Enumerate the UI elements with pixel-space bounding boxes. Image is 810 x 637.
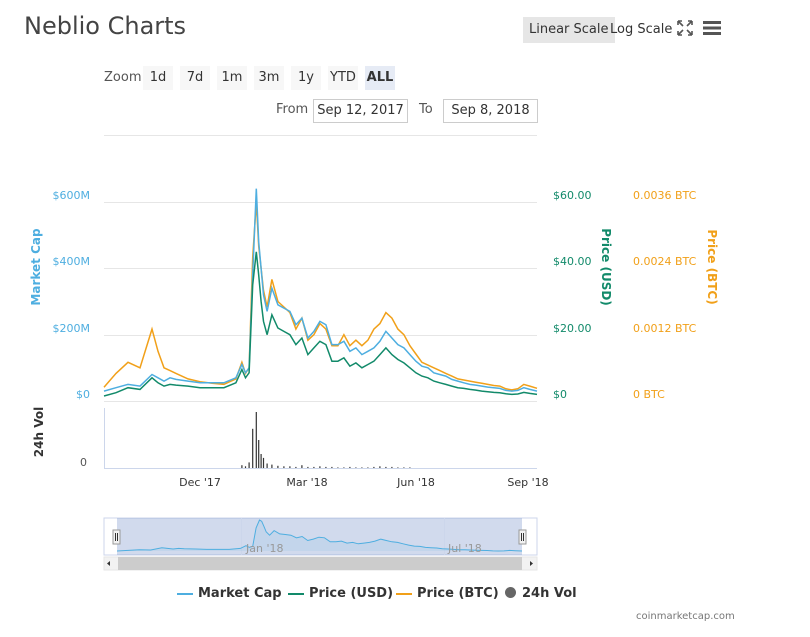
volume-bar xyxy=(385,466,387,468)
vol-tick-0: 0 xyxy=(80,456,87,469)
volume-bar xyxy=(379,466,381,468)
navigator-left-handle[interactable] xyxy=(112,529,121,545)
volume-bar xyxy=(248,462,250,468)
usd-tick-2: $40.00 xyxy=(553,255,592,268)
legend-market-cap-label: Market Cap xyxy=(198,586,282,601)
legend-volume-label: 24h Vol xyxy=(522,586,577,601)
volume-layer xyxy=(241,412,411,468)
zoom-3m-button[interactable]: 3m xyxy=(254,66,284,90)
legend-market-cap-swatch xyxy=(177,592,193,595)
scroll-right-icon xyxy=(530,561,533,566)
volume-bar xyxy=(325,466,327,468)
volume-bar xyxy=(373,466,375,468)
volume-bar xyxy=(361,467,363,468)
mc-tick-3: $600M xyxy=(52,189,91,202)
series-layer xyxy=(103,188,538,397)
volume-bar xyxy=(255,412,257,468)
legend-price-usd-swatch xyxy=(288,592,304,595)
volume-bar xyxy=(266,463,268,468)
scrollbar[interactable] xyxy=(103,556,538,571)
btc-tick-0: 0 BTC xyxy=(633,388,665,401)
x-tick-mar: Mar '18 xyxy=(286,476,328,489)
volume-bar xyxy=(319,466,321,468)
volume-bar xyxy=(260,454,262,468)
legend-price-usd-label: Price (USD) xyxy=(309,586,394,601)
nav-tick-jan: Jan '18 xyxy=(246,542,284,555)
zoom-all-button[interactable]: ALL xyxy=(365,66,395,90)
zoom-7d-button[interactable]: 7d xyxy=(180,66,210,90)
volume-bar xyxy=(295,466,297,468)
market-cap-line[interactable] xyxy=(103,188,538,392)
volume-bar xyxy=(403,467,405,468)
zoom-ytd-button[interactable]: YTD xyxy=(328,66,358,90)
mc-tick-1: $200M xyxy=(52,322,91,335)
usd-tick-1: $20.00 xyxy=(553,322,592,335)
scroll-left-icon xyxy=(107,561,110,566)
legend-price-btc[interactable]: Price (BTC) xyxy=(396,586,499,601)
volume-bar xyxy=(409,467,411,468)
x-tick-dec: Dec '17 xyxy=(179,476,221,489)
volume-bar xyxy=(331,466,333,468)
volume-bar xyxy=(289,466,291,468)
volume-bar xyxy=(244,466,247,468)
volume-bar xyxy=(337,467,339,468)
x-tick-sep: Sep '18 xyxy=(507,476,549,489)
volume-bar xyxy=(252,428,254,468)
legend-market-cap[interactable]: Market Cap xyxy=(177,586,282,601)
price-usd-line[interactable] xyxy=(103,251,538,397)
navigator-right-handle[interactable] xyxy=(518,529,527,545)
btc-tick-1: 0.0012 BTC xyxy=(633,322,697,335)
volume-bar xyxy=(355,467,357,468)
volume-bar xyxy=(313,466,315,468)
legend-volume-swatch xyxy=(505,587,516,598)
navigator-series xyxy=(116,519,523,552)
legend-price-btc-swatch xyxy=(396,592,412,595)
volume-bar xyxy=(301,465,303,468)
nav-tick-jul: Jul '18 xyxy=(448,542,482,555)
volume-bar xyxy=(391,466,393,468)
mc-tick-2: $400M xyxy=(52,255,91,268)
btc-tick-2: 0.0024 BTC xyxy=(633,255,697,268)
volume-bar xyxy=(283,466,285,468)
x-tick-jun: Jun '18 xyxy=(397,476,435,489)
log-scale-button[interactable]: Log Scale xyxy=(610,22,673,37)
volume-bar xyxy=(271,464,273,468)
volume-bar xyxy=(349,466,351,468)
volume-bar xyxy=(397,467,399,468)
volume-bar xyxy=(307,466,309,468)
fullscreen-icon[interactable] xyxy=(677,20,693,36)
zoom-1m-button[interactable]: 1m xyxy=(217,66,247,90)
credit-link[interactable]: coinmarketcap.com xyxy=(636,611,735,622)
legend-price-btc-label: Price (BTC) xyxy=(417,586,499,601)
volume-bar xyxy=(262,457,265,468)
zoom-1d-button[interactable]: 1d xyxy=(143,66,173,90)
menu-icon[interactable] xyxy=(703,21,721,35)
chart-title: Neblio Charts xyxy=(24,12,187,40)
btc-tick-3: 0.0036 BTC xyxy=(633,189,697,202)
to-label: To xyxy=(419,102,433,117)
from-date-input[interactable]: Sep 12, 2017 xyxy=(313,99,408,123)
scrollbar-thumb[interactable] xyxy=(118,557,522,570)
volume-bar xyxy=(367,467,369,468)
zoom-1y-button[interactable]: 1y xyxy=(291,66,321,90)
volume-bar xyxy=(277,465,279,468)
volume-bar xyxy=(241,465,243,468)
gridlines xyxy=(104,135,537,469)
navigator[interactable] xyxy=(103,517,538,556)
legend-volume[interactable]: 24h Vol xyxy=(505,586,577,601)
linear-scale-button[interactable]: Linear Scale xyxy=(523,17,615,43)
usd-tick-3: $60.00 xyxy=(553,189,592,202)
legend-price-usd[interactable]: Price (USD) xyxy=(288,586,393,601)
volume-bar xyxy=(258,440,260,468)
price-btc-line[interactable] xyxy=(103,201,538,391)
mc-tick-0: $0 xyxy=(76,388,90,401)
usd-tick-0: $0 xyxy=(553,388,567,401)
from-label: From xyxy=(276,102,309,117)
volume-bar xyxy=(343,467,345,468)
zoom-label: Zoom xyxy=(104,70,142,85)
to-date-input[interactable]: Sep 8, 2018 xyxy=(443,99,538,123)
